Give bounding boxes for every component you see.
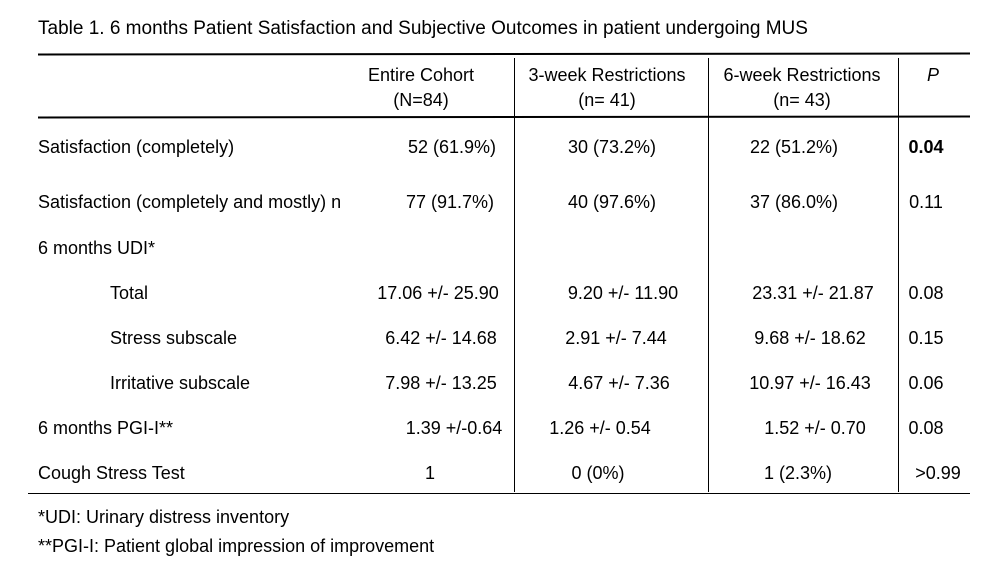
cell-p-value: 0.11 bbox=[909, 192, 943, 212]
cell-entire: 77 (91.7%) bbox=[405, 192, 495, 212]
cell-p-value: >0.99 bbox=[915, 463, 961, 483]
cell-p-value: 0.04 bbox=[908, 137, 944, 157]
row-label: Cough Stress Test bbox=[38, 463, 185, 483]
cell-entire: 7.98 +/- 13.25 bbox=[385, 373, 497, 393]
table-bottom-rule bbox=[28, 493, 970, 494]
cell-entire: 1.39 +/-0.64 bbox=[405, 418, 503, 438]
cell-3-week: 1.26 +/- 0.54 bbox=[549, 418, 651, 438]
footnote-udi: *UDI: Urinary distress inventory bbox=[38, 507, 290, 527]
header-3week-line1: 3-week Restrictions bbox=[528, 65, 686, 85]
column-divider-1 bbox=[514, 58, 515, 492]
cell-entire: 52 (61.9%) bbox=[407, 137, 497, 157]
cell-p-value: 0.15 bbox=[908, 328, 944, 348]
cell-3-week: 30 (73.2%) bbox=[567, 137, 657, 157]
column-divider-3 bbox=[898, 58, 899, 492]
cell-6-week: 22 (51.2%) bbox=[749, 137, 839, 157]
header-6-week: 6-week Restrictions (n= 43) bbox=[710, 63, 894, 113]
cell-3-week: 4.67 +/- 7.36 bbox=[568, 373, 670, 393]
row-label: Satisfaction (completely and mostly) n bbox=[38, 192, 342, 212]
table-top-rule bbox=[38, 52, 970, 56]
column-divider-2 bbox=[708, 58, 709, 492]
row-label: 6 months PGI-I** bbox=[38, 418, 174, 438]
row-label: Total bbox=[110, 283, 149, 303]
cell-p-value: 0.06 bbox=[908, 373, 944, 393]
cell-6-week: 1 (2.3%) bbox=[763, 463, 833, 483]
row-label: Irritative subscale bbox=[110, 373, 251, 393]
header-entire-line1: Entire Cohort bbox=[367, 65, 475, 85]
cell-6-week: 1.52 +/- 0.70 bbox=[764, 418, 866, 438]
cell-3-week: 2.91 +/- 7.44 bbox=[565, 328, 667, 348]
cell-3-week: 40 (97.6%) bbox=[567, 192, 657, 212]
row-label: 6 months UDI* bbox=[38, 238, 156, 258]
cell-3-week: 9.20 +/- 11.90 bbox=[567, 283, 679, 303]
table-header-rule bbox=[38, 115, 970, 119]
cell-entire: 17.06 +/- 25.90 bbox=[377, 283, 499, 303]
header-entire-cohort: Entire Cohort (N=84) bbox=[348, 63, 494, 113]
cell-6-week: 9.68 +/- 18.62 bbox=[754, 328, 866, 348]
cell-p-value: 0.08 bbox=[908, 418, 944, 438]
row-label: Stress subscale bbox=[110, 328, 238, 348]
cell-6-week: 23.31 +/- 21.87 bbox=[752, 283, 874, 303]
header-entire-line2: (N=84) bbox=[393, 90, 449, 110]
header-3-week: 3-week Restrictions (n= 41) bbox=[516, 63, 698, 113]
header-6week-line2: (n= 43) bbox=[773, 90, 831, 110]
cell-entire: 6.42 +/- 14.68 bbox=[385, 328, 497, 348]
header-3week-line2: (n= 41) bbox=[578, 90, 636, 110]
row-label: Satisfaction (completely) bbox=[38, 137, 235, 157]
footnote-pgi-i: **PGI-I: Patient global impression of im… bbox=[38, 536, 435, 556]
header-p-value: P bbox=[926, 65, 939, 85]
cell-6-week: 10.97 +/- 16.43 bbox=[749, 373, 871, 393]
cell-6-week: 37 (86.0%) bbox=[749, 192, 839, 212]
header-6week-line1: 6-week Restrictions bbox=[723, 65, 881, 85]
table-title: Table 1. 6 months Patient Satisfaction a… bbox=[38, 18, 808, 39]
cell-3-week: 0 (0%) bbox=[571, 463, 625, 483]
cell-p-value: 0.08 bbox=[908, 283, 944, 303]
cell-entire: 1 bbox=[424, 463, 436, 483]
